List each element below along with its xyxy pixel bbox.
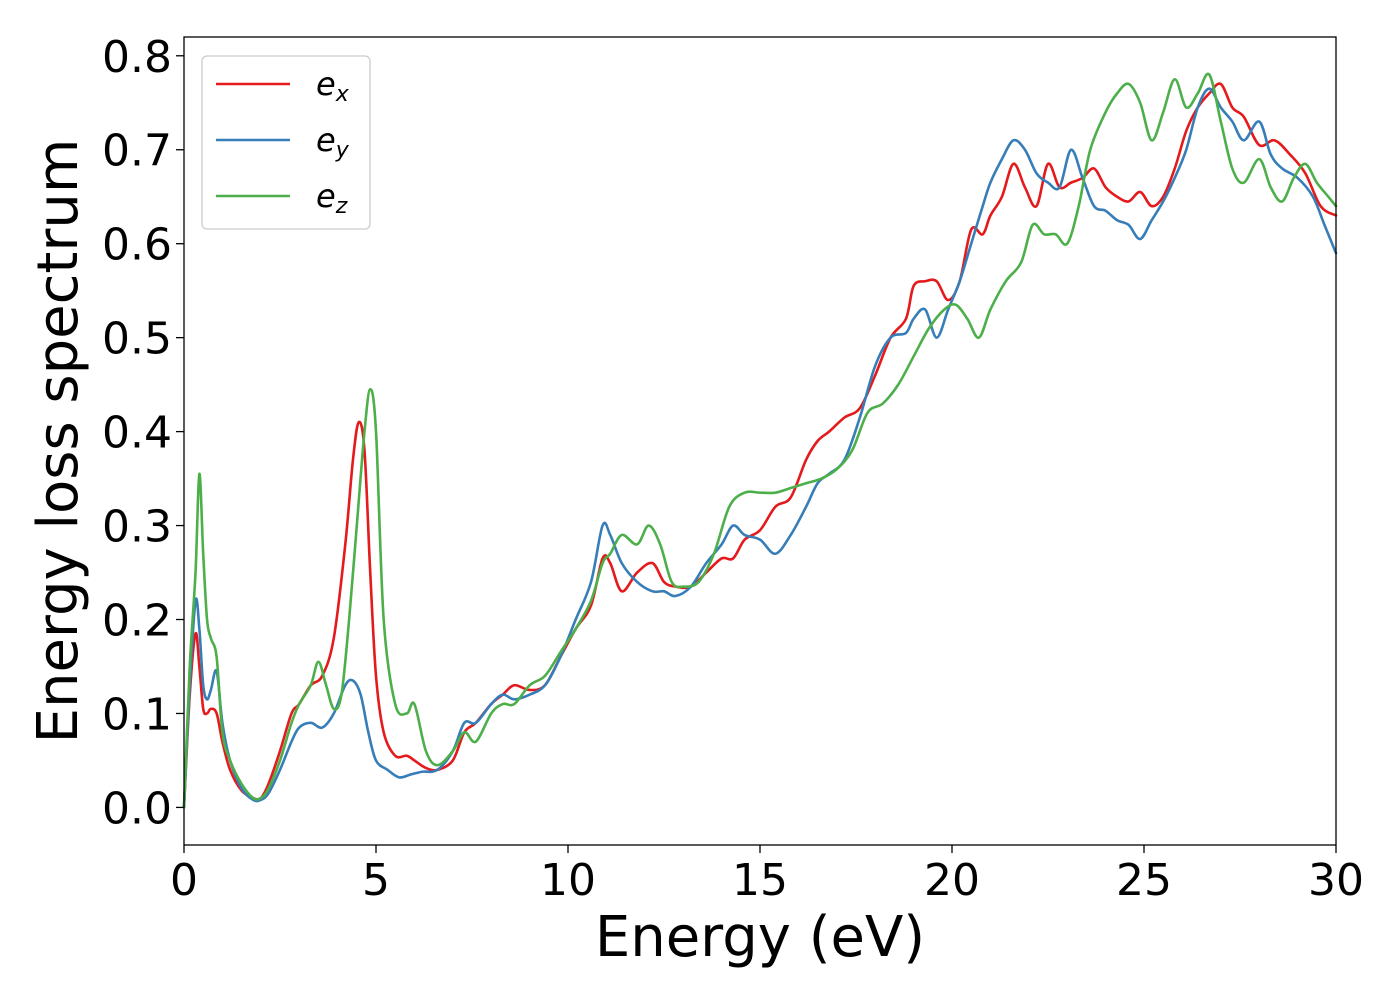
legend-box [201,55,371,230]
y-tick-label: 0.5 [102,314,172,365]
x-tick-label: 25 [1116,855,1172,906]
legend-label-subscript: x [335,82,350,107]
y-tick-label: 0.0 [102,783,172,834]
legend-label: ey [316,121,350,163]
y-tick-label: 0.2 [102,596,172,647]
y-tick-label: 0.1 [102,689,172,740]
legend-label-subscript: z [335,194,348,219]
y-axis: 0.0 0.1 0.2 0.3 0.4 0.5 0.6 0.7 0.8 [102,32,184,834]
series-line-ez [182,72,1338,809]
y-tick-label: 0.8 [102,32,172,83]
series-layer [182,72,1338,809]
legend-label-subscript: y [335,138,350,163]
series-line-ey [182,87,1338,809]
x-axis-title: Energy (eV) [595,905,925,970]
x-tick-label: 5 [362,855,390,906]
x-tick-label: 30 [1308,855,1364,906]
y-axis-title: Energy loss spectrum [26,139,91,744]
x-tick-label: 15 [732,855,788,906]
y-tick-label: 0.6 [102,220,172,271]
x-tick-label: 10 [540,855,596,906]
x-tick-label: 20 [924,855,980,906]
x-tick-label: 0 [170,855,198,906]
y-tick-label: 0.7 [102,126,172,177]
y-tick-label: 0.3 [102,502,172,553]
y-tick-label: 0.4 [102,408,172,459]
x-axis: 0 5 10 15 20 25 30 [170,845,1364,906]
